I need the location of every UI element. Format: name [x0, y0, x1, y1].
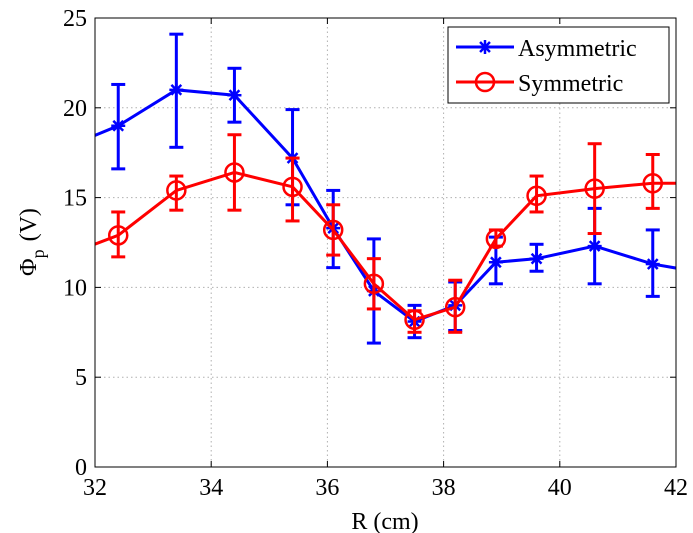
- asterisk-stroke: [170, 84, 183, 96]
- legend: Asymmetric Symmetric: [447, 26, 670, 104]
- asterisk-stroke: [490, 256, 502, 269]
- data-point-symmetric: [485, 228, 507, 250]
- asterisk-stroke: [112, 119, 125, 132]
- y-axis-title-unit: (V): [16, 208, 42, 241]
- y-axis: 0 5 10 15 20 25: [63, 6, 676, 481]
- legend-label-symmetric: Symmetric: [518, 71, 623, 97]
- data-point-asymmetric: [227, 88, 242, 103]
- x-tick-label: 34: [199, 475, 223, 501]
- y-tick-label: 10: [63, 275, 87, 301]
- axes-box: [94, 17, 677, 468]
- data-point-symmetric: [166, 180, 187, 201]
- y-tick-label: 15: [63, 186, 87, 212]
- x-tick-label: 32: [83, 475, 107, 501]
- asterisk-stroke: [588, 240, 601, 252]
- x-tick-label: 38: [432, 475, 456, 501]
- error-bar-symmetric: [285, 156, 300, 223]
- data-point-symmetric: [404, 309, 425, 330]
- series-layer: [95, 32, 676, 345]
- data-point-symmetric: [282, 176, 303, 198]
- series-line-asymmetric: [95, 88, 676, 324]
- error-bar-symmetric: [645, 152, 660, 210]
- asterisk-stroke: [646, 258, 659, 270]
- data-point-symmetric: [642, 172, 664, 194]
- data-point-symmetric: [444, 296, 466, 318]
- y-tick-label: 20: [63, 96, 87, 122]
- data-point-asymmetric: [645, 257, 660, 272]
- y-tick-label: 25: [63, 6, 87, 32]
- asterisk-stroke: [479, 41, 491, 53]
- asterisk-glyph: [478, 40, 492, 54]
- grid: [95, 18, 676, 467]
- asterisk-stroke: [228, 89, 241, 102]
- data-point-symmetric: [363, 273, 385, 295]
- y-axis-title: Φp (V): [16, 208, 48, 276]
- data-point-symmetric: [322, 219, 344, 241]
- x-axis-title: R (cm): [351, 509, 418, 533]
- plot-frame: [94, 17, 677, 468]
- svg-text:Φp(V): Φp (V): [16, 208, 48, 276]
- data-point-asymmetric: [587, 239, 602, 254]
- data-point-symmetric: [526, 185, 547, 207]
- data-point-symmetric: [584, 178, 605, 199]
- y-tick-label: 5: [75, 365, 87, 391]
- legend-label-asymmetric: Asymmetric: [518, 36, 637, 62]
- y-axis-title-subscript: p: [28, 249, 48, 258]
- data-point-asymmetric: [111, 118, 126, 133]
- x-tick-label: 40: [548, 475, 572, 501]
- data-point-asymmetric: [488, 255, 503, 270]
- x-tick-label: 42: [664, 475, 688, 501]
- x-axis: 32 34 36 38 40 42: [83, 18, 688, 501]
- data-point-symmetric: [224, 162, 245, 183]
- asterisk-stroke: [530, 252, 543, 265]
- data-point-asymmetric: [529, 251, 544, 266]
- y-tick-label: 0: [75, 455, 87, 481]
- legend-marker-symmetric: [474, 71, 496, 93]
- y-axis-title-symbol: Φ: [16, 258, 42, 276]
- data-point-asymmetric: [169, 82, 184, 97]
- data-point-symmetric: [107, 225, 129, 246]
- x-tick-label: 36: [315, 475, 339, 501]
- series-symmetric: [95, 133, 676, 334]
- legend-marker-asymmetric: [478, 40, 492, 54]
